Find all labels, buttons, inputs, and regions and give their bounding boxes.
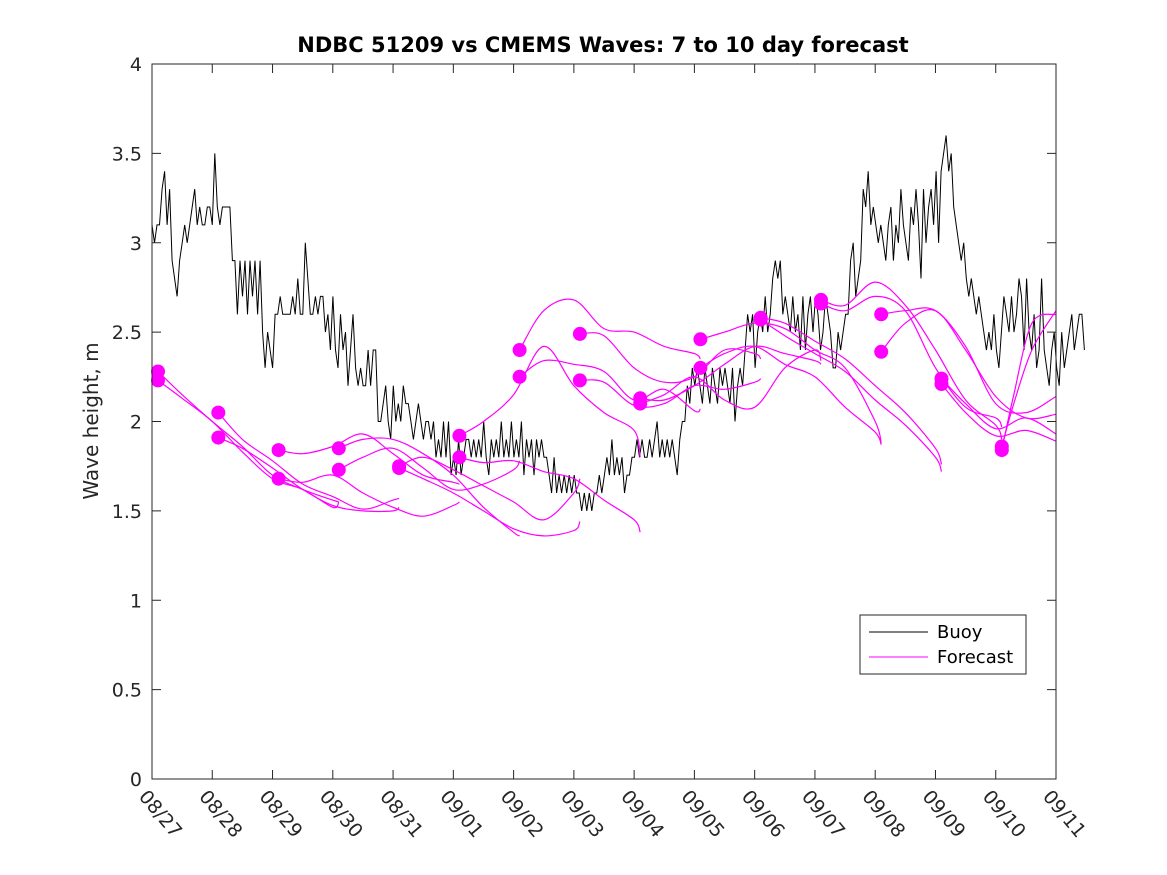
legend-box [859,614,1027,675]
forecast-marker [512,343,527,357]
forecast-run-line [278,433,460,485]
forecast-marker [331,441,346,456]
forecast-run-line [218,437,400,513]
forecast-marker [994,443,1009,458]
y-tick-label: 1 [130,590,142,612]
forecast-marker [331,462,346,477]
forecast-run-line [338,447,521,491]
y-tick-label: 3.5 [112,143,142,165]
forecast-run-line [579,332,762,384]
forecast-marker [693,360,708,375]
forecast-run-line [519,298,701,360]
forecast-series [157,281,1057,537]
y-tick-label: 4 [130,54,142,76]
forecast-marker [814,296,828,311]
y-axis-label: Wave height, m [79,342,103,499]
forecast-marker [271,443,286,458]
y-axis-ticks: 0 0.5 1 1.5 2 2.5 3 3.5 4 [112,54,1056,791]
buoy-series [151,135,1085,511]
forecast-marker [693,332,708,347]
forecast-run-line [700,322,882,444]
y-tick-label: 2 [130,412,142,434]
y-tick-label: 0 [130,769,142,791]
forecast-marker [211,405,226,420]
forecast-marker [753,312,768,327]
forecast-run-line [519,359,701,413]
forecast-marker [151,373,165,388]
forecast-run-line [398,456,581,521]
forecast-marker [572,326,587,341]
y-tick-label: 0.5 [112,680,142,702]
forecast-run-line [639,349,822,410]
forecast-run-line [820,295,1003,428]
forecast-marker [392,461,407,475]
y-tick-label: 2.5 [112,322,142,344]
legend-buoy-label: Buoy [937,622,983,643]
forecast-run-line [700,345,882,445]
forecast-run-line [459,456,641,533]
forecast-marker [211,430,226,445]
forecast-marker [271,471,286,486]
forecast-markers [151,292,1009,486]
forecast-run-line [157,379,340,509]
forecast-marker [572,373,587,388]
forecast-run-line [760,317,943,465]
forecast-run-line [278,474,460,517]
forecast-marker [874,344,889,359]
forecast-run-line [157,371,339,503]
forecast-marker [452,450,467,465]
legend: Buoy Forecast [859,614,1027,675]
forecast-run-line [398,467,581,537]
forecast-run-line [881,307,1057,414]
y-tick-label: 1.5 [112,501,142,523]
forecast-marker [874,307,889,322]
legend-forecast-label: Forecast [937,647,1013,668]
forecast-run-line [338,437,520,537]
forecast-run-line [820,281,1003,440]
forecast-marker [934,377,949,391]
forecast-run-line [760,319,943,472]
forecast-run-line [217,412,400,510]
forecast-run-line [941,378,1057,435]
forecast-run-line [941,383,1057,442]
forecast-marker [512,369,527,384]
buoy-line [151,135,1085,511]
y-tick-label: 3 [130,233,142,255]
forecast-marker [452,428,467,443]
forecast-marker [633,396,648,411]
forecast-run-line [1001,313,1057,451]
forecast-run-line [640,345,822,402]
chart-title: NDBC 51209 vs CMEMS Waves: 7 to 10 day f… [297,33,908,57]
